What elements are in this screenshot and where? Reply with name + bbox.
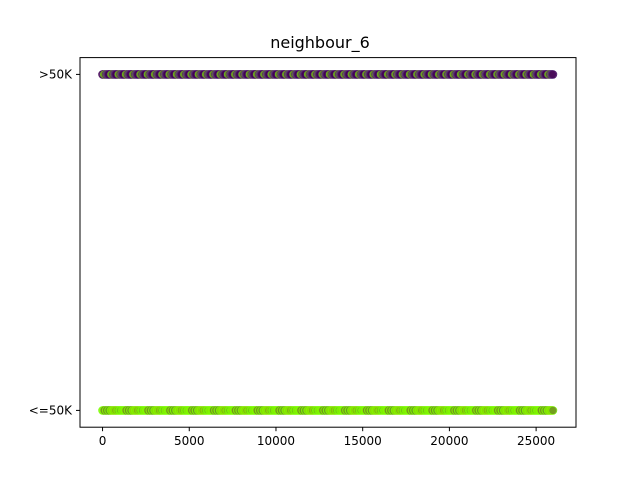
axes-frame bbox=[79, 57, 577, 428]
x-axis-ticks: 0 5000 10000 15000 20000 25000 bbox=[99, 427, 555, 448]
x-tick-label: 20000 bbox=[430, 434, 468, 448]
chart-title: neighbour_6 bbox=[270, 33, 370, 52]
x-tick-label: 25000 bbox=[517, 434, 555, 448]
series-gt50k bbox=[98, 70, 558, 79]
series-le50k bbox=[98, 406, 558, 415]
points-layer bbox=[98, 70, 558, 415]
x-tick-label: 15000 bbox=[344, 434, 382, 448]
y-axis-ticks: <=50K >50K bbox=[29, 67, 80, 417]
x-tick-label: 5000 bbox=[174, 434, 205, 448]
x-tick-label: 10000 bbox=[257, 434, 295, 448]
y-tick-label: <=50K bbox=[29, 403, 73, 417]
x-tick-label: 0 bbox=[99, 434, 107, 448]
data-point bbox=[548, 406, 558, 415]
data-point bbox=[548, 70, 558, 79]
y-tick-label: >50K bbox=[39, 67, 73, 81]
